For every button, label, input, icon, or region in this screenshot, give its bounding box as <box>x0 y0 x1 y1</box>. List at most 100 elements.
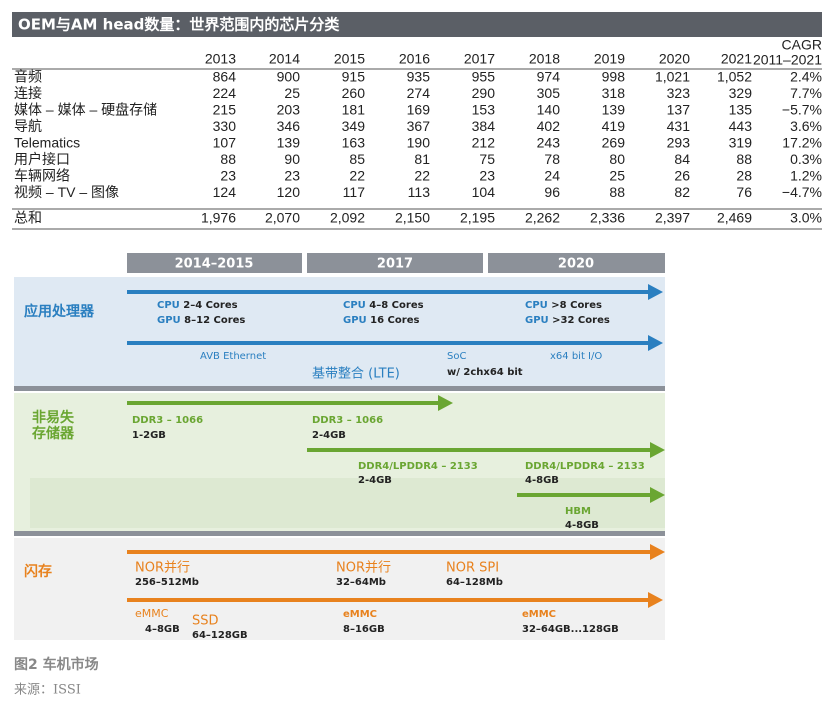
value: 16 Cores <box>370 315 419 326</box>
period-bar <box>307 253 483 273</box>
value: 256–512Mb <box>135 577 199 588</box>
cell: 2,262 <box>525 210 560 226</box>
cell: 81 <box>414 151 430 167</box>
cell: 3.6% <box>790 118 822 134</box>
cell: 203 <box>277 102 301 118</box>
cell: 2,195 <box>460 210 495 226</box>
row-label: 音频 <box>14 69 42 85</box>
cell: 107 <box>213 135 237 151</box>
app-band <box>14 277 665 388</box>
row-label: 车辆网络 <box>14 168 70 184</box>
cell: 215 <box>213 102 237 118</box>
gpu: GPU >32 Cores <box>525 315 610 326</box>
cell: 323 <box>667 85 691 101</box>
note: 基带整合 (LTE) <box>312 367 400 382</box>
value: 2-4GB <box>358 475 392 486</box>
value: 4-8GB <box>525 475 559 486</box>
row-label: Telematics <box>14 135 80 151</box>
cell: 75 <box>479 151 495 167</box>
cell: 104 <box>472 184 496 200</box>
cell: 243 <box>537 135 561 151</box>
label: CPU <box>525 300 548 311</box>
label: NOR并行 <box>135 561 190 576</box>
cell: 2,070 <box>265 210 300 226</box>
table-title: OEM与AM head数量：世界范围内的芯片分类 <box>18 16 340 34</box>
cell: 22 <box>414 168 430 184</box>
cell: 274 <box>407 85 431 101</box>
cell: 139 <box>277 135 301 151</box>
label: HBM <box>565 506 591 517</box>
label: GPU <box>525 315 549 326</box>
cell: 28 <box>736 168 752 184</box>
cell: 346 <box>277 118 301 134</box>
column-header: 2016 <box>399 51 430 67</box>
label: DDR3 – 1066 <box>312 415 383 426</box>
column-header: 2018 <box>529 51 560 67</box>
row-label: 总和 <box>14 210 42 226</box>
cell: 212 <box>472 135 496 151</box>
cell: 113 <box>408 184 431 200</box>
cell: 139 <box>602 102 626 118</box>
row-label: 视频 – TV – 图像 <box>14 184 119 200</box>
value: 32–64Mb <box>336 577 386 588</box>
cell: 319 <box>729 135 753 151</box>
period: 2020 <box>558 257 594 272</box>
gpu: GPU 8–12 Cores <box>157 315 245 326</box>
label: DDR4/LPDDR4 – 2133 <box>525 461 645 472</box>
cell: 90 <box>284 151 300 167</box>
cell: 305 <box>537 85 561 101</box>
cell: −4.7% <box>782 184 822 200</box>
label: SSD <box>192 614 219 629</box>
section-name: 应用处理器 <box>24 303 95 320</box>
cell: 2,336 <box>590 210 625 226</box>
cell: 269 <box>602 135 626 151</box>
value: 64–128Mb <box>446 577 503 588</box>
value: 4–8GB <box>145 624 180 635</box>
cell: 137 <box>667 102 691 118</box>
column-header: 2019 <box>594 51 625 67</box>
cell: 23 <box>220 168 236 184</box>
cell: 120 <box>277 184 301 200</box>
value: 64–128GB <box>192 630 248 641</box>
value: 4-8GB <box>565 520 599 531</box>
title-bar <box>12 12 822 37</box>
label: DDR3 – 1066 <box>132 415 203 426</box>
flash-items: NOR并行 256–512Mb NOR并行 32–64Mb NOR SPI 64… <box>135 561 619 642</box>
label: GPU <box>157 315 181 326</box>
cell: 974 <box>537 69 561 85</box>
app-items: CPU 2–4 Cores GPU 8–12 Cores CPU 4–8 Cor… <box>157 300 610 382</box>
cell: 367 <box>407 118 431 134</box>
cell: 2,150 <box>395 210 430 226</box>
row-label: 导航 <box>14 118 42 134</box>
cell: 935 <box>407 69 431 85</box>
cell: 1,021 <box>655 69 690 85</box>
flash-band <box>14 538 665 640</box>
cell: 117 <box>343 184 366 200</box>
label: GPU <box>343 315 367 326</box>
value: 2-4GB <box>312 430 346 441</box>
section-name: 非易失 <box>32 409 75 426</box>
column-header: CAGR <box>782 37 822 53</box>
cell: 23 <box>284 168 300 184</box>
cell: 349 <box>342 118 366 134</box>
period-bar <box>127 253 302 273</box>
cell: 140 <box>537 102 561 118</box>
cell: 88 <box>609 184 625 200</box>
section-name: 闪存 <box>24 563 52 580</box>
cpu: CPU 4–8 Cores <box>343 300 424 311</box>
note: w/ 2chx64 bit <box>447 367 523 378</box>
table: 2013 2014 2015 2016 2017 2018 2019 2020 2021 CAGR… <box>12 37 822 230</box>
cell: 293 <box>667 135 691 151</box>
cell: 900 <box>277 69 301 85</box>
cell: 88 <box>220 151 236 167</box>
cell: 23 <box>479 168 495 184</box>
cell: 22 <box>349 168 365 184</box>
cell: 1.2% <box>790 168 822 184</box>
cell: 25 <box>284 85 300 101</box>
cpu: CPU 2–4 Cores <box>157 300 238 311</box>
cell: 96 <box>544 184 560 200</box>
cell: 224 <box>213 85 237 101</box>
value: 8–12 Cores <box>184 315 245 326</box>
cell: 402 <box>537 118 561 134</box>
cell: 260 <box>342 85 366 101</box>
